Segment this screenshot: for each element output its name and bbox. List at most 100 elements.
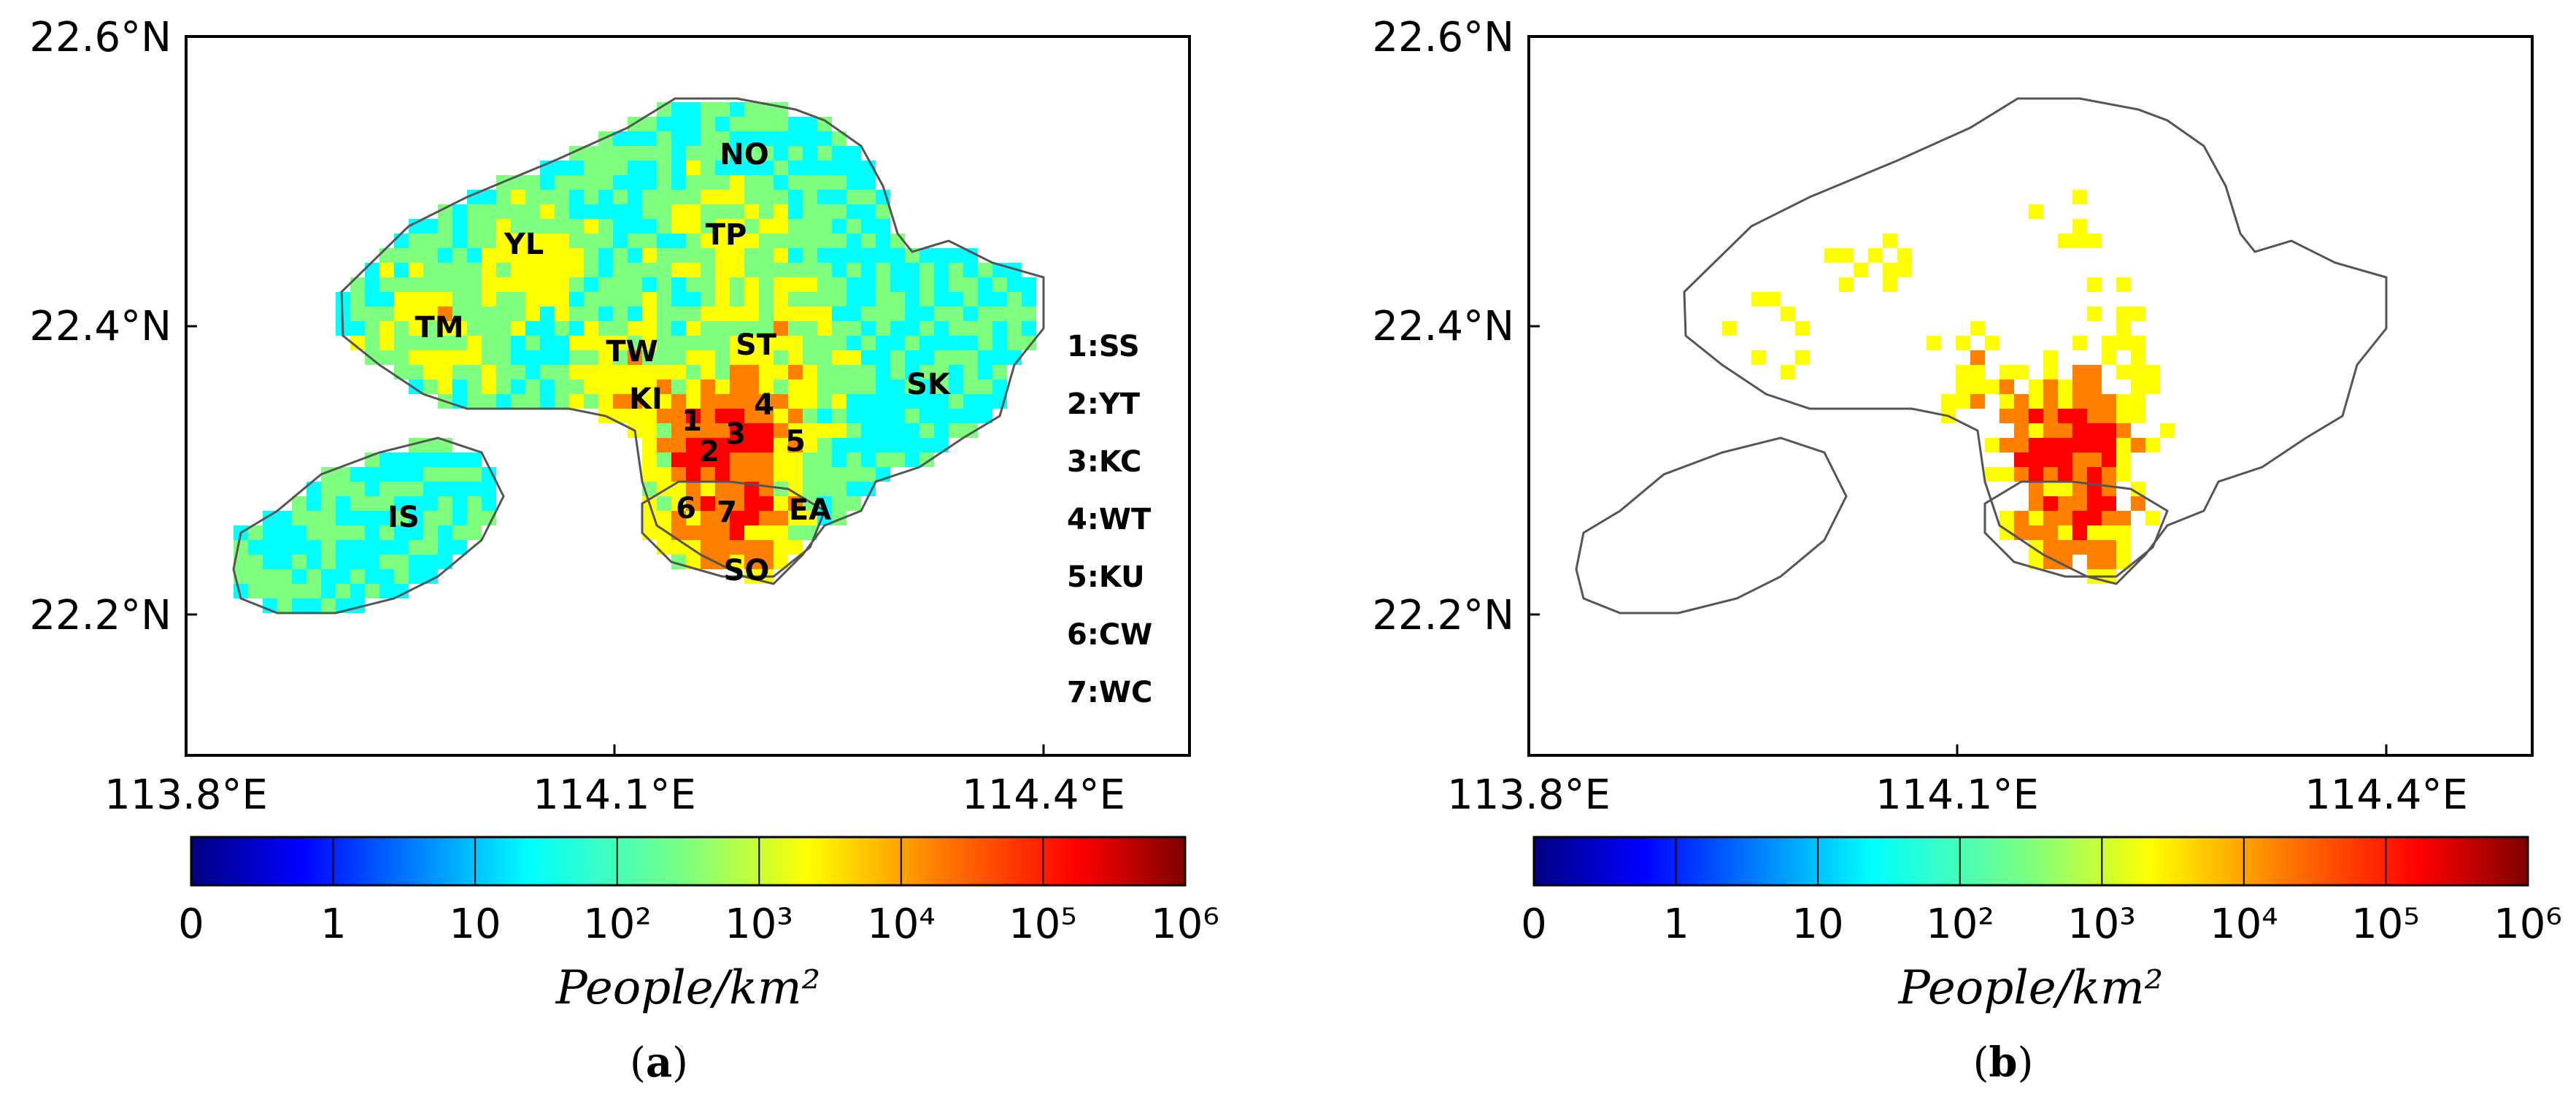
- density-cell: [817, 394, 832, 409]
- density-cell: [949, 277, 963, 292]
- density-cell: [730, 438, 744, 452]
- density-cell: [642, 438, 657, 452]
- density-cell: [2043, 482, 2058, 496]
- density-cell: [847, 409, 861, 423]
- density-cell: [803, 219, 817, 234]
- panel-a-map: [232, 97, 1045, 614]
- density-cell: [671, 467, 686, 482]
- density-cell: [379, 482, 394, 496]
- density-cell: [978, 336, 992, 350]
- density-cell: [671, 511, 686, 525]
- density-cell: [671, 102, 686, 117]
- density-cell: [511, 379, 525, 394]
- density-cell: [861, 307, 876, 321]
- density-cell: [2072, 365, 2087, 379]
- density-cell: [715, 190, 730, 204]
- density-cell: [963, 248, 978, 263]
- density-cell: [2058, 496, 2072, 511]
- density-cell: [1022, 307, 1036, 321]
- density-cell: [598, 307, 613, 321]
- density-cell: [628, 379, 642, 394]
- density-cell: [2043, 438, 2058, 452]
- density-cell: [511, 175, 525, 190]
- density-cell: [949, 248, 963, 263]
- density-cell: [496, 350, 511, 365]
- density-cell: [423, 379, 438, 394]
- panel-a-district-labels: NO TP YL TM TW ST KI SK IS EA SO 1 2 3 4…: [387, 138, 952, 587]
- density-cell: [1927, 336, 1941, 350]
- density-cell: [876, 263, 890, 277]
- density-cell: [847, 190, 861, 204]
- density-cell: [686, 394, 701, 409]
- density-cell: [555, 219, 569, 234]
- legend-entry: 6:CW: [1067, 618, 1152, 652]
- density-cell: [963, 409, 978, 423]
- density-cell: [934, 248, 949, 263]
- density-cell: [876, 234, 890, 248]
- density-cell: [598, 175, 613, 190]
- density-cell: [2131, 394, 2145, 409]
- density-cell: [803, 467, 817, 482]
- density-cell: [2043, 525, 2058, 540]
- density-cell: [715, 452, 730, 467]
- density-cell: [350, 496, 365, 511]
- density-cell: [555, 263, 569, 277]
- density-cell: [657, 511, 671, 525]
- density-cell: [657, 321, 671, 336]
- panel-a-district-legend: 1:SS 2:YT 3:KC 4:WT 5:KU 6:CW 7:WC: [1067, 330, 1152, 709]
- density-cell: [540, 292, 555, 307]
- density-cell: [890, 438, 905, 452]
- density-cell: [2029, 438, 2043, 452]
- density-cell: [277, 584, 292, 598]
- district-label-5: 5: [785, 425, 806, 458]
- density-cell: [686, 467, 701, 482]
- density-cell: [847, 219, 861, 234]
- density-cell: [365, 482, 379, 496]
- density-cell: [511, 350, 525, 365]
- density-cell: [2102, 409, 2116, 423]
- density-cell: [598, 219, 613, 234]
- density-cell: [949, 350, 963, 365]
- density-cell: [642, 190, 657, 204]
- district-label-no: NO: [720, 138, 768, 172]
- density-cell: [540, 321, 555, 336]
- density-cell: [642, 263, 657, 277]
- density-cell: [321, 525, 336, 540]
- density-cell: [701, 248, 715, 263]
- density-cell: [2087, 423, 2102, 438]
- density-cell: [2102, 350, 2116, 365]
- density-cell: [2131, 438, 2145, 452]
- density-cell: [2131, 336, 2145, 350]
- density-cell: [2116, 423, 2131, 438]
- density-cell: [482, 365, 496, 379]
- density-cell: [847, 379, 861, 394]
- panel-a-cb-tick: 1: [320, 901, 347, 948]
- density-cell: [394, 525, 409, 540]
- density-cell: [569, 336, 584, 350]
- density-cell: [409, 365, 423, 379]
- density-cell: [569, 292, 584, 307]
- density-cell: [379, 569, 394, 584]
- density-cell: [671, 438, 686, 452]
- density-cell: [423, 307, 438, 321]
- density-cell: [628, 131, 642, 146]
- density-cell: [555, 175, 569, 190]
- density-cell: [919, 409, 934, 423]
- density-cell: [2000, 409, 2014, 423]
- density-cell: [1883, 263, 1897, 277]
- density-cell: [876, 321, 890, 336]
- density-cell: [934, 263, 949, 277]
- density-cell: [671, 277, 686, 292]
- density-cell: [496, 379, 511, 394]
- density-cell: [759, 336, 774, 350]
- density-cell: [963, 336, 978, 350]
- density-cell: [905, 452, 919, 467]
- density-cell: [890, 292, 905, 307]
- density-cell: [613, 379, 628, 394]
- density-cell: [788, 540, 803, 555]
- density-cell: [482, 511, 496, 525]
- panel-b-cb-tick: 10³: [2067, 901, 2136, 948]
- density-cell: [525, 204, 540, 219]
- density-cell: [452, 511, 467, 525]
- density-cell: [642, 307, 657, 321]
